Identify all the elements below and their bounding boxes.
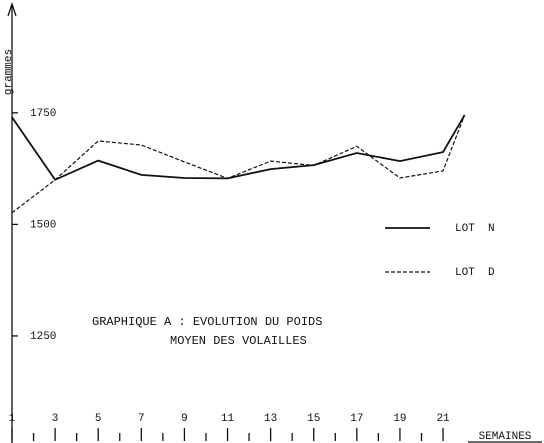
x-axis-label: SEMAINES <box>479 431 532 443</box>
x-tick-label: 7 <box>138 413 145 425</box>
y-tick-label: 1750 <box>30 108 56 120</box>
x-tick-label: 13 <box>264 413 277 425</box>
x-tick-label: 11 <box>221 413 235 425</box>
legend-label: LOT N <box>455 223 495 235</box>
series-line <box>11 114 466 214</box>
chart-title: MOYEN DES VOLAILLES <box>170 334 307 348</box>
x-tick-label: 3 <box>52 413 59 425</box>
x-tick-label: 19 <box>393 413 406 425</box>
legend-label: LOT D <box>455 267 495 279</box>
chart-title: GRAPHIQUE A : EVOLUTION DU POIDS <box>92 315 322 329</box>
series-line <box>11 114 466 181</box>
y-tick-label: 1500 <box>30 219 56 231</box>
x-tick-label: 5 <box>95 413 102 425</box>
x-tick-label: 21 <box>436 413 450 425</box>
y-axis-arrow <box>7 1 17 17</box>
x-tick-label: 17 <box>350 413 363 425</box>
y-axis-label: grammes <box>3 49 15 95</box>
y-tick-label: 1250 <box>30 331 56 343</box>
x-tick-label: 9 <box>181 413 188 425</box>
x-tick-label: 15 <box>307 413 320 425</box>
x-tick-label: 1 <box>9 413 16 425</box>
